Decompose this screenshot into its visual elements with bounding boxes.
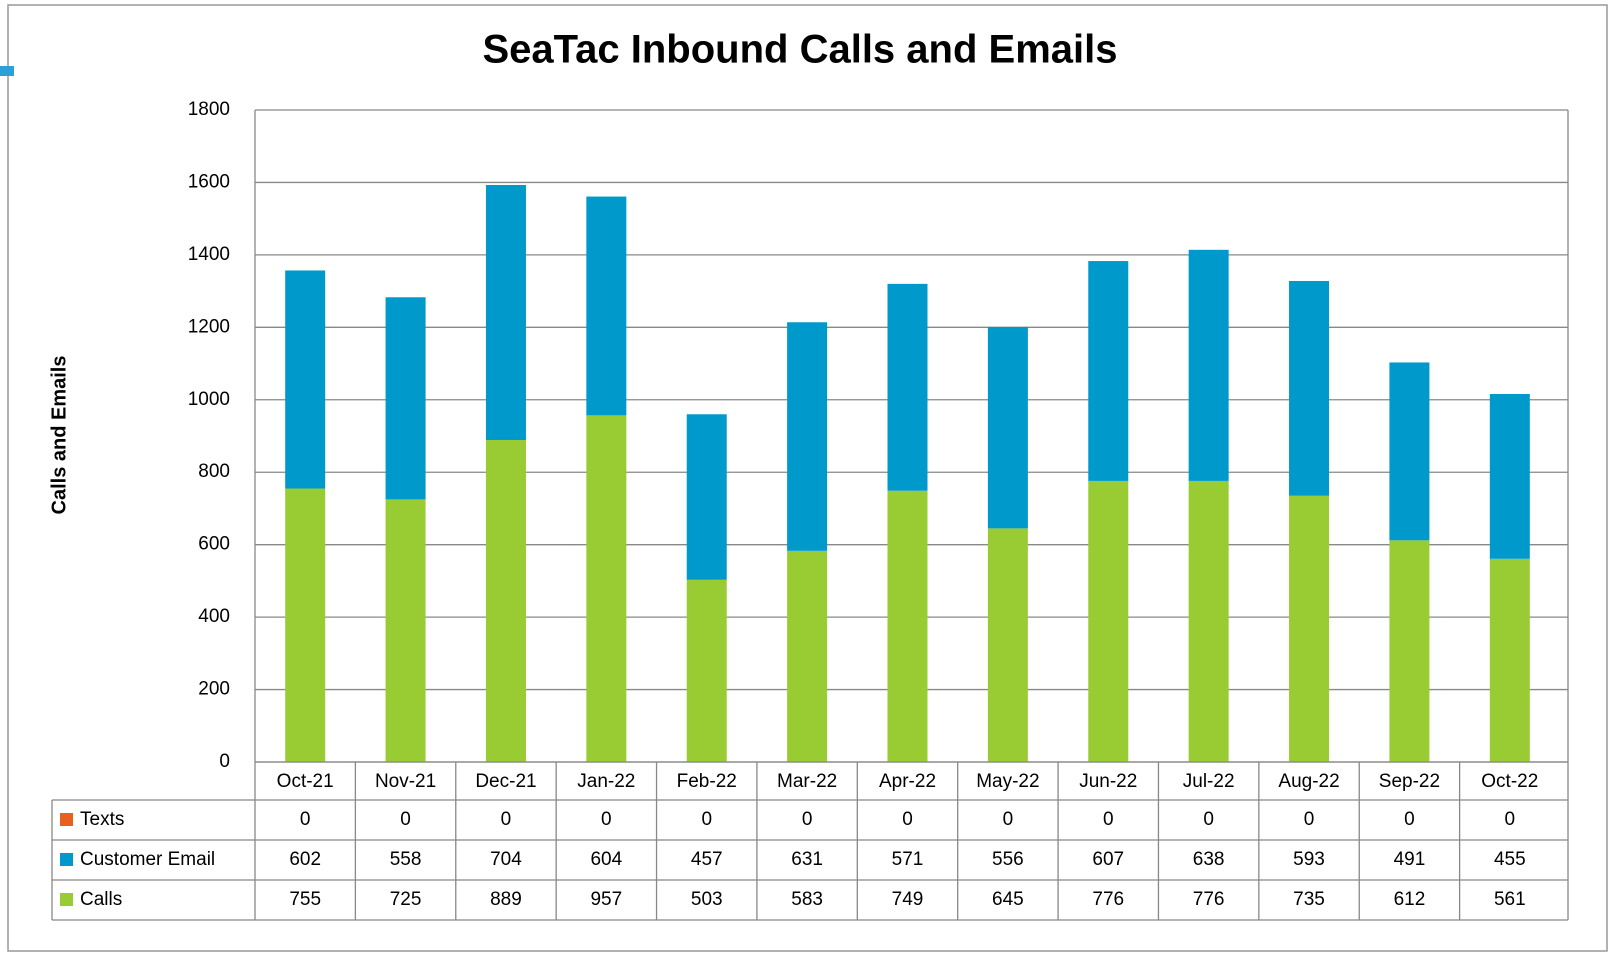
table-value: 0: [1505, 809, 1516, 830]
table-value: 612: [1394, 889, 1426, 910]
legend-swatch: [60, 853, 73, 866]
table-value: 0: [300, 809, 311, 830]
table-value: 725: [390, 889, 422, 910]
bar-segment: [887, 490, 928, 762]
x-tick-label: Oct-22: [1481, 771, 1538, 792]
x-tick-label: Feb-22: [677, 771, 737, 792]
y-tick-label: 1600: [188, 171, 230, 192]
table-value: 957: [590, 889, 622, 910]
y-tick-label: 200: [198, 679, 230, 700]
y-axis-label: Calls and Emails: [48, 356, 70, 515]
table-value: 776: [1092, 889, 1124, 910]
table-value: 558: [390, 849, 422, 870]
bar-segment: [1289, 495, 1330, 762]
bar-segment: [1489, 393, 1530, 559]
x-tick-label: Aug-22: [1278, 771, 1339, 792]
bar-segment: [485, 439, 526, 762]
y-tick-label: 400: [198, 606, 230, 627]
y-tick-label: 1000: [188, 389, 230, 410]
y-tick-label: 600: [198, 534, 230, 555]
y-tick-label: 1800: [188, 99, 230, 120]
chart-title: SeaTac Inbound Calls and Emails: [483, 28, 1118, 72]
bar-segment: [586, 415, 627, 762]
table-value: 503: [691, 889, 723, 910]
table-value: 631: [791, 849, 823, 870]
table-value: 776: [1193, 889, 1225, 910]
table-value: 561: [1494, 889, 1526, 910]
bar-segment: [887, 283, 928, 491]
x-tick-label: Jul-22: [1183, 771, 1235, 792]
table-value: 457: [691, 849, 723, 870]
table-value: 556: [992, 849, 1024, 870]
table-value: 749: [892, 889, 924, 910]
bar-segment: [1389, 362, 1430, 541]
x-tick-label: Oct-21: [277, 771, 334, 792]
bar-segment: [987, 326, 1028, 529]
bar-segment: [787, 322, 828, 551]
y-tick-label: 1400: [188, 244, 230, 265]
x-tick-label: Jun-22: [1079, 771, 1137, 792]
legend-label: Customer Email: [80, 849, 215, 870]
x-tick-label: Nov-21: [375, 771, 436, 792]
table-value: 638: [1193, 849, 1225, 870]
y-tick-label: 0: [219, 751, 230, 772]
y-tick-label: 800: [198, 461, 230, 482]
x-tick-label: May-22: [976, 771, 1039, 792]
table-value: 0: [1304, 809, 1315, 830]
bar-segment: [1389, 540, 1430, 762]
table-value: 0: [601, 809, 612, 830]
bar-segment: [1188, 480, 1229, 762]
x-tick-label: Sep-22: [1379, 771, 1440, 792]
legend-swatch: [60, 893, 73, 906]
bar-segment: [1088, 480, 1129, 762]
bar-segment: [285, 488, 326, 762]
table-value: 455: [1494, 849, 1526, 870]
bar-segment: [285, 270, 326, 489]
legend-swatch: [60, 813, 73, 826]
bar-segment: [1289, 280, 1330, 496]
bar-segment: [385, 297, 426, 500]
table-value: 0: [902, 809, 913, 830]
bar-segment: [485, 184, 526, 440]
table-value: 593: [1293, 849, 1325, 870]
table-value: 602: [289, 849, 321, 870]
edge-mark: [0, 66, 14, 76]
legend-label: Texts: [80, 809, 124, 830]
table-value: 704: [490, 849, 522, 870]
table-value: 0: [701, 809, 712, 830]
bar-segment: [987, 528, 1028, 762]
table-value: 607: [1092, 849, 1124, 870]
x-tick-label: Jan-22: [577, 771, 635, 792]
table-value: 604: [590, 849, 622, 870]
bar-segment: [1088, 261, 1129, 481]
table-value: 0: [501, 809, 512, 830]
table-value: 0: [1404, 809, 1415, 830]
table-value: 755: [289, 889, 321, 910]
table-value: 0: [400, 809, 411, 830]
table-value: 645: [992, 889, 1024, 910]
legend-label: Calls: [80, 889, 122, 910]
y-tick-label: 1200: [188, 316, 230, 337]
table-value: 0: [1003, 809, 1014, 830]
bar-segment: [1188, 249, 1229, 481]
x-tick-label: Dec-21: [475, 771, 536, 792]
table-value: 583: [791, 889, 823, 910]
bar-segment: [1489, 558, 1530, 762]
x-tick-label: Apr-22: [879, 771, 936, 792]
bar-segment: [686, 579, 727, 762]
table-value: 0: [1203, 809, 1214, 830]
table-value: 889: [490, 889, 522, 910]
bar-segment: [385, 499, 426, 762]
table-value: 735: [1293, 889, 1325, 910]
chart-frame: [7, 4, 1608, 952]
bar-segment: [787, 550, 828, 762]
bar-segment: [586, 196, 627, 416]
table-value: 571: [892, 849, 924, 870]
table-value: 0: [1103, 809, 1114, 830]
table-value: 491: [1394, 849, 1426, 870]
x-tick-label: Mar-22: [777, 771, 837, 792]
bar-segment: [686, 414, 727, 580]
table-value: 0: [802, 809, 813, 830]
